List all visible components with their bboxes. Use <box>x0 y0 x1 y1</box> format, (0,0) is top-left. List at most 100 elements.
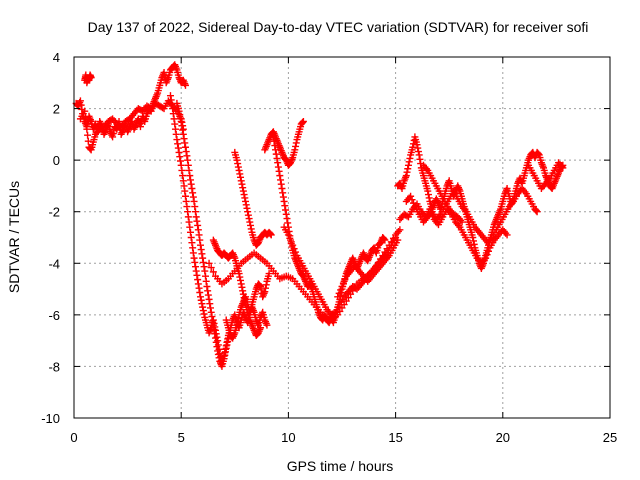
series-8 <box>261 117 307 169</box>
data-point <box>334 293 342 301</box>
data-point <box>176 111 184 119</box>
data-point <box>194 221 202 229</box>
data-point <box>201 272 209 280</box>
data-point <box>286 234 294 242</box>
data-point <box>279 189 287 197</box>
data-point <box>191 263 199 271</box>
data-point <box>196 293 204 301</box>
data-point <box>273 154 281 162</box>
data-point <box>214 350 222 358</box>
data-point <box>235 166 243 174</box>
data-point <box>267 231 275 239</box>
data-point <box>291 146 299 154</box>
data-point <box>402 173 410 181</box>
data-point <box>270 137 278 145</box>
data-point <box>184 213 192 221</box>
data-point <box>203 282 211 290</box>
data-point <box>279 193 287 201</box>
data-point <box>199 303 207 311</box>
data-point <box>396 226 404 234</box>
data-point <box>224 338 232 346</box>
y-axis: 4 2 0 -2 -4 -6 -8 -10 <box>41 50 610 426</box>
data-point <box>197 296 205 304</box>
data-point <box>166 92 174 100</box>
data-point <box>212 326 220 334</box>
data-point <box>195 231 203 239</box>
data-point <box>238 283 246 291</box>
data-point <box>87 74 95 82</box>
data-point <box>235 270 243 278</box>
data-point <box>190 197 198 205</box>
data-point <box>272 146 280 154</box>
data-point <box>167 96 175 104</box>
data-point <box>199 254 207 262</box>
data-point <box>186 172 194 180</box>
data-point <box>194 276 202 284</box>
data-point <box>247 221 255 229</box>
data-point <box>503 231 511 239</box>
data-point <box>234 314 242 322</box>
data-point <box>84 131 92 139</box>
data-point <box>539 162 547 170</box>
data-point <box>337 286 345 294</box>
data-layer <box>72 61 567 370</box>
data-point <box>269 133 277 141</box>
data-point <box>239 184 247 192</box>
y-tick-label: 0 <box>53 153 60 168</box>
data-point <box>184 161 192 169</box>
data-point <box>406 154 414 162</box>
data-point <box>242 201 250 209</box>
data-point <box>109 133 117 141</box>
data-point <box>183 152 191 160</box>
series-13 <box>394 133 567 272</box>
y-tick-label: -8 <box>48 359 60 374</box>
data-point <box>282 206 290 214</box>
data-point <box>233 156 241 164</box>
data-point <box>262 319 270 327</box>
data-point <box>415 151 423 159</box>
data-point <box>256 282 264 290</box>
data-point <box>179 130 187 138</box>
data-point <box>179 177 187 185</box>
data-point <box>244 211 252 219</box>
data-point <box>77 101 85 109</box>
data-point <box>244 208 252 216</box>
data-point <box>381 236 389 244</box>
series-17 <box>525 159 567 193</box>
data-point <box>380 235 388 243</box>
data-point <box>182 148 190 156</box>
data-point <box>233 321 241 329</box>
data-point <box>81 107 89 115</box>
data-point <box>207 308 215 316</box>
data-point <box>414 144 422 152</box>
y-tick-label: 2 <box>53 102 60 117</box>
data-point <box>82 119 90 127</box>
data-point <box>292 142 300 150</box>
x-axis: 0 5 10 15 20 25 <box>70 57 617 445</box>
data-point <box>175 148 183 156</box>
y-tick-label: -4 <box>48 256 60 271</box>
data-point <box>214 347 222 355</box>
data-point <box>409 199 417 207</box>
data-point <box>184 156 192 164</box>
data-point <box>168 100 176 108</box>
data-point <box>283 215 291 223</box>
series-2 <box>76 97 187 154</box>
data-point <box>209 268 217 276</box>
data-point <box>196 289 204 297</box>
data-point <box>169 110 177 118</box>
series-16 <box>419 161 466 226</box>
data-point <box>424 191 432 199</box>
data-point <box>298 119 306 127</box>
chart-title: Day 137 of 2022, Sidereal Day-to-day VTE… <box>88 19 589 35</box>
data-point <box>179 172 187 180</box>
data-point <box>262 281 270 289</box>
data-point <box>109 129 117 137</box>
data-point <box>201 267 209 275</box>
data-point <box>262 284 270 292</box>
data-point <box>188 185 196 193</box>
data-point <box>210 325 218 333</box>
data-point <box>409 143 417 151</box>
data-point <box>262 318 270 326</box>
